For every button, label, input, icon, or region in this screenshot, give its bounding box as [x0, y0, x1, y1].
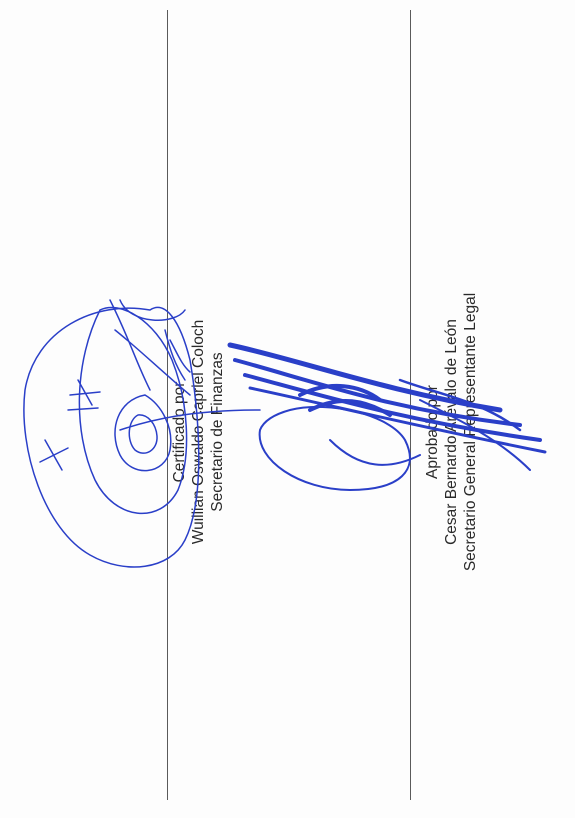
left-title-line: Secretario de Finanzas	[209, 352, 226, 512]
right-signature-rule	[410, 10, 411, 800]
right-signatory-block: Aprobado por Cesar Bernardo Arévalo de L…	[423, 212, 480, 652]
right-handwritten-signature	[227, 342, 547, 491]
right-role-line: Aprobado por	[424, 385, 441, 479]
right-title-line: Secretario General Representante Legal	[462, 292, 479, 572]
left-role-line: Certificado por	[171, 381, 188, 483]
right-name-line: Cesar Bernardo Arévalo de León	[443, 319, 460, 545]
left-signature-rule	[167, 10, 168, 800]
left-signatory-block: Certificado por Wuillian Oswaldo Capriel…	[170, 212, 227, 652]
left-name-line: Wuillian Oswaldo Capriel Coloch	[190, 319, 207, 545]
